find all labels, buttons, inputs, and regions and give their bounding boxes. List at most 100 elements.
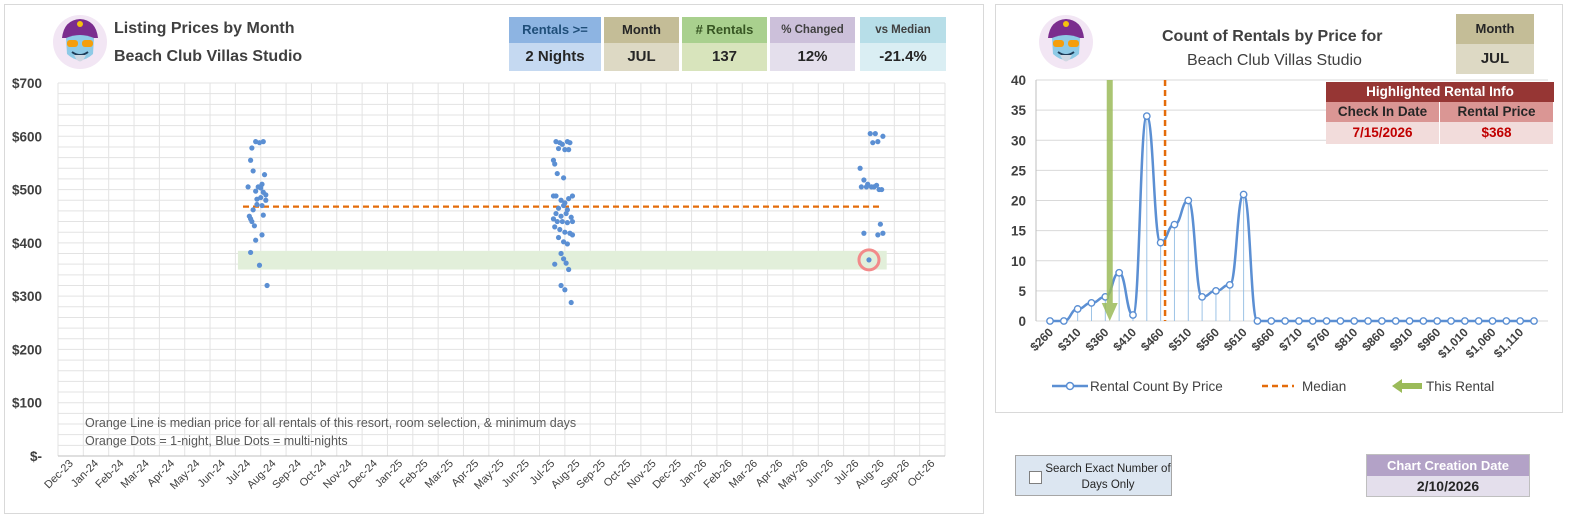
- highlight-checkin-value: 7/15/2026: [1326, 122, 1440, 144]
- x-tick-label: $1,060: [1463, 325, 1499, 361]
- scatter-point: [263, 197, 269, 203]
- legend-series-marker-icon: [1052, 381, 1088, 391]
- scatter-point: [569, 218, 576, 225]
- x-tick-label: $1,110: [1491, 325, 1527, 361]
- genie-logo-icon: [53, 15, 107, 69]
- x-tick-label: $610: [1221, 325, 1250, 354]
- data-point: [1225, 280, 1234, 289]
- count-by-price-line-chart: 0 5 10 15 20 25 30 35 40 $260$310$360$410$460$510…: [1011, 73, 1548, 361]
- x-tick-label: $460: [1138, 325, 1167, 354]
- scatter-point: [250, 207, 256, 213]
- right-month-value: JUL: [1456, 44, 1534, 74]
- data-point: [1516, 317, 1525, 325]
- scatter-point: [873, 182, 880, 188]
- scatter-point: [569, 193, 576, 199]
- data-point: [1364, 317, 1372, 325]
- scatter-point: [566, 196, 572, 202]
- x-tick-label: $360: [1083, 325, 1112, 354]
- scatter-point: [258, 194, 264, 201]
- data-point: [1059, 317, 1068, 325]
- data-point: [1488, 317, 1497, 325]
- scatter-point: [250, 168, 256, 174]
- highlight-price-value: $368: [1440, 122, 1554, 144]
- scatter-point: [861, 177, 867, 183]
- checkbox-square-icon[interactable]: [1029, 471, 1042, 484]
- x-tick-label: Jun-26: [804, 458, 836, 490]
- y-tick-label: 0: [1018, 314, 1026, 329]
- x-tick-label: $860: [1359, 325, 1388, 354]
- scatter-point: [260, 139, 266, 145]
- right-month-tile: Month JUL: [1456, 14, 1534, 74]
- summary-tile-header: Month: [604, 17, 679, 43]
- x-tick-label: Oct-26: [906, 458, 938, 490]
- scatter-point: [253, 237, 259, 243]
- scatter-point: [558, 250, 564, 257]
- summary-tile-header: Rentals >=: [509, 17, 601, 43]
- data-point: [1046, 317, 1054, 325]
- data-point: [1447, 317, 1455, 325]
- y-tick-label: $500: [12, 183, 42, 198]
- summary-tile-value: 12%: [770, 43, 855, 71]
- scatter-point: [552, 261, 558, 267]
- search-exact-days-checkbox[interactable]: Search Exact Number of Days Only: [1015, 455, 1172, 496]
- data-point: [1460, 317, 1469, 325]
- highlight-ring: [857, 248, 881, 272]
- y-tick-label: 25: [1011, 163, 1027, 178]
- highlighted-rental-info: Highlighted Rental Info Check In Date Re…: [1326, 82, 1554, 144]
- x-tick-label: Mar-25: [423, 458, 456, 491]
- scatter-point: [863, 184, 870, 190]
- summary-tile-header: vs Median: [860, 17, 946, 43]
- scatter-point: [560, 202, 567, 209]
- legend-median-marker-icon: [1262, 384, 1294, 388]
- scatter-point: [879, 186, 885, 193]
- right-chart-title-line2: Beach Club Villas Studio: [1187, 52, 1362, 69]
- y-tick-label: 20: [1011, 194, 1026, 209]
- scatter-point: [568, 214, 574, 220]
- scatter-point: [259, 232, 265, 238]
- scatter-point: [560, 239, 567, 245]
- y-tick-label: $700: [12, 76, 42, 91]
- x-tick-label: $260: [1027, 325, 1056, 354]
- left-chart-title-line1: Listing Prices by Month: [114, 20, 295, 37]
- scatter-point: [259, 202, 265, 209]
- x-tick-label: Mar-24: [119, 458, 152, 491]
- right-chart-title-line1: Count of Rentals by Price for: [1162, 28, 1383, 45]
- x-tick-label: $710: [1276, 325, 1305, 354]
- data-point: [1350, 317, 1359, 325]
- scatter-point: [566, 266, 572, 273]
- data-point: [1433, 317, 1442, 325]
- x-tick-label: Mar-26: [727, 458, 760, 491]
- scatter-point: [554, 170, 560, 177]
- data-point: [1156, 238, 1165, 247]
- scatter-point: [857, 165, 863, 171]
- scatter-point: [553, 193, 559, 199]
- scatter-point: [264, 282, 270, 289]
- summary-tile-value: 137: [682, 43, 767, 71]
- data-point: [1115, 268, 1124, 277]
- scatter-point: [861, 230, 867, 236]
- scatter-point: [259, 181, 265, 187]
- highlight-title: Highlighted Rental Info: [1326, 82, 1554, 102]
- y-tick-label: $100: [12, 396, 42, 411]
- scatter-point: [249, 145, 255, 151]
- summary-tile-header: # Rentals: [682, 17, 767, 43]
- right-month-header: Month: [1456, 14, 1534, 44]
- x-tick-label: Dec-23: [42, 458, 76, 492]
- scatter-point: [557, 226, 563, 233]
- scatter-point: [555, 145, 562, 152]
- y-tick-label: 30: [1011, 133, 1026, 148]
- scatter-point: [564, 241, 570, 247]
- scatter-point: [254, 201, 260, 208]
- data-point: [1253, 317, 1262, 325]
- left-chart-title-line2: Beach Club Villas Studio: [114, 48, 303, 65]
- summary-tile-value: JUL: [604, 43, 679, 71]
- creation-date-value: 2/10/2026: [1367, 476, 1529, 496]
- scatter-point: [562, 229, 568, 235]
- y-tick-label: 15: [1011, 224, 1027, 239]
- legend-this-rental-label: This Rental: [1426, 379, 1495, 394]
- chart-note-dots: Orange Dots = 1-night, Blue Dots = multi…: [85, 434, 348, 448]
- scatter-point: [858, 184, 864, 190]
- search-exact-days-label: Search Exact Number of Days Only: [1045, 463, 1171, 491]
- x-tick-label: $410: [1110, 325, 1139, 354]
- scatter-point: [246, 213, 252, 219]
